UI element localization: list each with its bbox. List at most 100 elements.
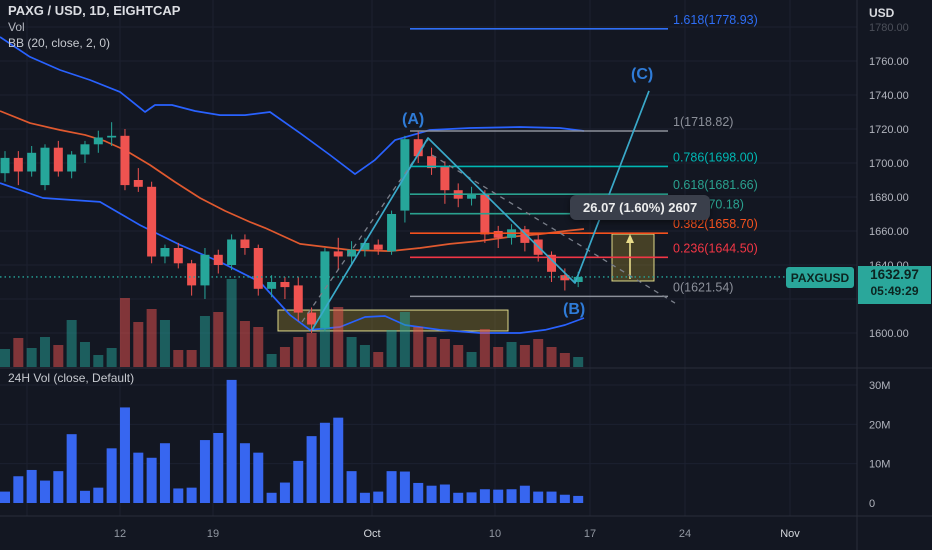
candle-body xyxy=(267,282,277,289)
vol24h-bar xyxy=(373,491,384,503)
volume-bar xyxy=(159,320,170,367)
volume-tick-label: 10M xyxy=(869,459,890,471)
fib-label: 0.786(1698.00) xyxy=(673,150,758,164)
candle-body xyxy=(307,312,317,325)
time-tick-label: 24 xyxy=(679,528,691,540)
volume-bar xyxy=(493,347,504,367)
volume-bar xyxy=(306,333,317,367)
candle-body xyxy=(187,263,197,286)
wave-label: (B) xyxy=(563,301,585,318)
symbol-price-flag[interactable]: PAXGUSD xyxy=(786,267,854,288)
wave-label: (C) xyxy=(631,66,653,83)
vol24h-bar xyxy=(53,471,64,503)
vol24h-bar xyxy=(199,440,210,503)
volume-tick-label: 20M xyxy=(869,419,890,431)
volume-bar xyxy=(66,320,77,367)
volume-bar xyxy=(439,339,450,367)
volume-bar xyxy=(119,298,130,367)
vol24h-bar xyxy=(26,469,37,503)
candle-body xyxy=(120,135,130,186)
vol24h-bar xyxy=(39,480,50,503)
volume-bar xyxy=(413,327,424,367)
fib-label: 0.618(1681.66) xyxy=(673,178,758,192)
fib-retracement[interactable]: 1.618(1778.93) 1(1718.82) 0.786(1698.00) 0.… xyxy=(410,13,758,298)
candle-body xyxy=(213,254,223,265)
volume-bar xyxy=(386,330,397,367)
vol24h-bar xyxy=(79,490,90,503)
volume-bar xyxy=(333,307,344,367)
vol24h-bar xyxy=(506,489,517,503)
vol24h-bar xyxy=(533,491,544,503)
candle-body xyxy=(160,248,170,257)
volume-bar xyxy=(546,347,557,367)
vol24h-bar xyxy=(106,448,117,503)
candle-body xyxy=(387,214,397,252)
vol24h-bar xyxy=(159,443,170,503)
candle-body xyxy=(360,242,370,250)
volume-bar xyxy=(506,342,517,367)
dashed-trendline[interactable] xyxy=(431,154,676,304)
bar-countdown: 05:49:29 xyxy=(870,283,919,298)
candle-body xyxy=(53,147,63,172)
volume-bar xyxy=(93,355,104,367)
vol24h-bar xyxy=(399,471,410,503)
last-price-countdown-label: 1632.97 05:49:29 xyxy=(858,266,931,304)
vol24h-bar xyxy=(266,492,277,503)
volume-bar xyxy=(239,321,250,367)
bollinger-indicator-legend[interactable]: BB (20, close, 2, 0) xyxy=(8,36,111,50)
time-axis[interactable]: 12 19 Oct 10 17 24 Nov xyxy=(114,528,800,540)
zigzag-line[interactable] xyxy=(311,90,650,331)
candle-body xyxy=(547,254,557,272)
volume-bar xyxy=(26,348,37,367)
dashed-trendlines[interactable] xyxy=(301,139,676,323)
volume-bar xyxy=(253,327,264,367)
fib-label: 1.618(1778.93) xyxy=(673,13,758,27)
volume-bar xyxy=(399,312,410,367)
vol24h-bar xyxy=(0,491,10,503)
volume-indicator-legend[interactable]: Vol xyxy=(8,20,25,34)
vol24h-bar xyxy=(133,452,144,503)
volume-bar xyxy=(213,312,224,367)
vol24h-bar xyxy=(186,487,197,503)
volume-bar xyxy=(0,349,10,367)
vol24h-indicator-legend[interactable]: 24H Vol (close, Default) xyxy=(8,371,135,385)
volume-bar xyxy=(559,353,570,367)
dashed-trendline[interactable] xyxy=(301,139,429,323)
vol24h-bar xyxy=(119,407,130,503)
vol24h-bar xyxy=(573,495,584,503)
abc-wave-drawing[interactable]: (A) (B) (C) xyxy=(311,66,653,331)
vol24h-bar xyxy=(306,436,317,503)
vol24h-bar xyxy=(519,485,530,503)
fib-label: 0.382(1658.70) xyxy=(673,217,758,231)
price-tick-label: 1600.00 xyxy=(869,328,909,340)
time-tick-label: 17 xyxy=(584,528,596,540)
volume-bar xyxy=(279,347,290,367)
candle-body xyxy=(80,144,90,155)
candle-body xyxy=(320,251,330,328)
candle-body xyxy=(253,248,263,289)
vol24h-bar xyxy=(493,489,504,503)
currency-axis-label: USD xyxy=(869,6,895,20)
vol24h-bar xyxy=(439,484,450,503)
price-tick-label: 1660.00 xyxy=(869,226,909,238)
measure-tooltip: 26.07 (1.60%) 2607 xyxy=(570,195,711,220)
symbol-legend[interactable]: PAXG / USD, 1D, EIGHTCAP xyxy=(8,3,181,18)
vol24h-bar xyxy=(333,417,344,503)
candle-body xyxy=(200,254,210,286)
candle-body xyxy=(347,249,357,257)
volume-bar xyxy=(106,348,117,367)
volume-bar xyxy=(293,337,304,367)
fib-label: 1(1718.82) xyxy=(673,115,733,129)
last-price: 1632.97 xyxy=(870,267,919,282)
candle-body xyxy=(0,157,10,174)
vol24h-bar xyxy=(213,432,224,503)
candle-body xyxy=(93,137,103,145)
vol24h-bar xyxy=(146,457,157,503)
candle-body xyxy=(373,244,383,250)
vol24h-bar xyxy=(413,482,424,503)
volume-bar xyxy=(426,337,437,367)
vol24h-bar xyxy=(293,460,304,503)
candle-body xyxy=(67,154,77,172)
vol24h-bar xyxy=(346,471,357,503)
